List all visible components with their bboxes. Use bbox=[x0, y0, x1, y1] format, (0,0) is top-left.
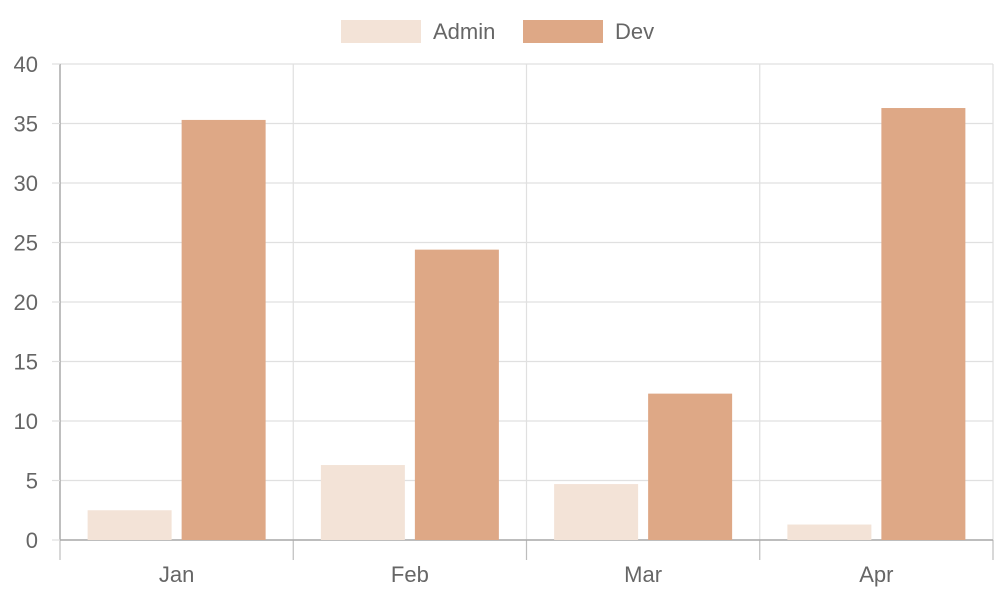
bar-dev-apr[interactable] bbox=[881, 108, 966, 540]
legend: Admin Dev bbox=[341, 19, 654, 44]
y-tick-label: 25 bbox=[14, 231, 38, 256]
y-tick-label: 20 bbox=[14, 290, 38, 315]
bar-dev-jan[interactable] bbox=[181, 119, 266, 541]
y-tick-label: 5 bbox=[26, 469, 38, 494]
legend-label-admin[interactable]: Admin bbox=[433, 19, 495, 44]
y-tick-label: 30 bbox=[14, 171, 38, 196]
y-tick-label: 40 bbox=[14, 52, 38, 77]
legend-swatch-admin[interactable] bbox=[341, 20, 421, 43]
x-tick-label: Mar bbox=[624, 562, 662, 587]
y-tick-label: 35 bbox=[14, 112, 38, 137]
bar-dev-mar[interactable] bbox=[648, 393, 733, 540]
y-tick-label: 0 bbox=[26, 528, 38, 553]
bar-admin-apr[interactable] bbox=[787, 524, 872, 540]
bar-dev-feb[interactable] bbox=[414, 249, 499, 540]
legend-label-dev[interactable]: Dev bbox=[615, 19, 654, 44]
bar-admin-jan[interactable] bbox=[87, 510, 172, 540]
x-tick-label: Apr bbox=[859, 562, 893, 587]
legend-swatch-dev[interactable] bbox=[523, 20, 603, 43]
bar-admin-mar[interactable] bbox=[554, 484, 639, 540]
y-tick-label: 10 bbox=[14, 409, 38, 434]
x-tick-label: Jan bbox=[159, 562, 194, 587]
bars bbox=[87, 108, 966, 541]
x-tick-label: Feb bbox=[391, 562, 429, 587]
x-axis-ticks: Jan Feb Mar Apr bbox=[159, 562, 894, 587]
y-tick-label: 15 bbox=[14, 350, 38, 375]
bar-admin-feb[interactable] bbox=[320, 465, 405, 540]
y-axis-ticks: 0 5 10 15 20 25 30 35 40 bbox=[14, 52, 60, 553]
